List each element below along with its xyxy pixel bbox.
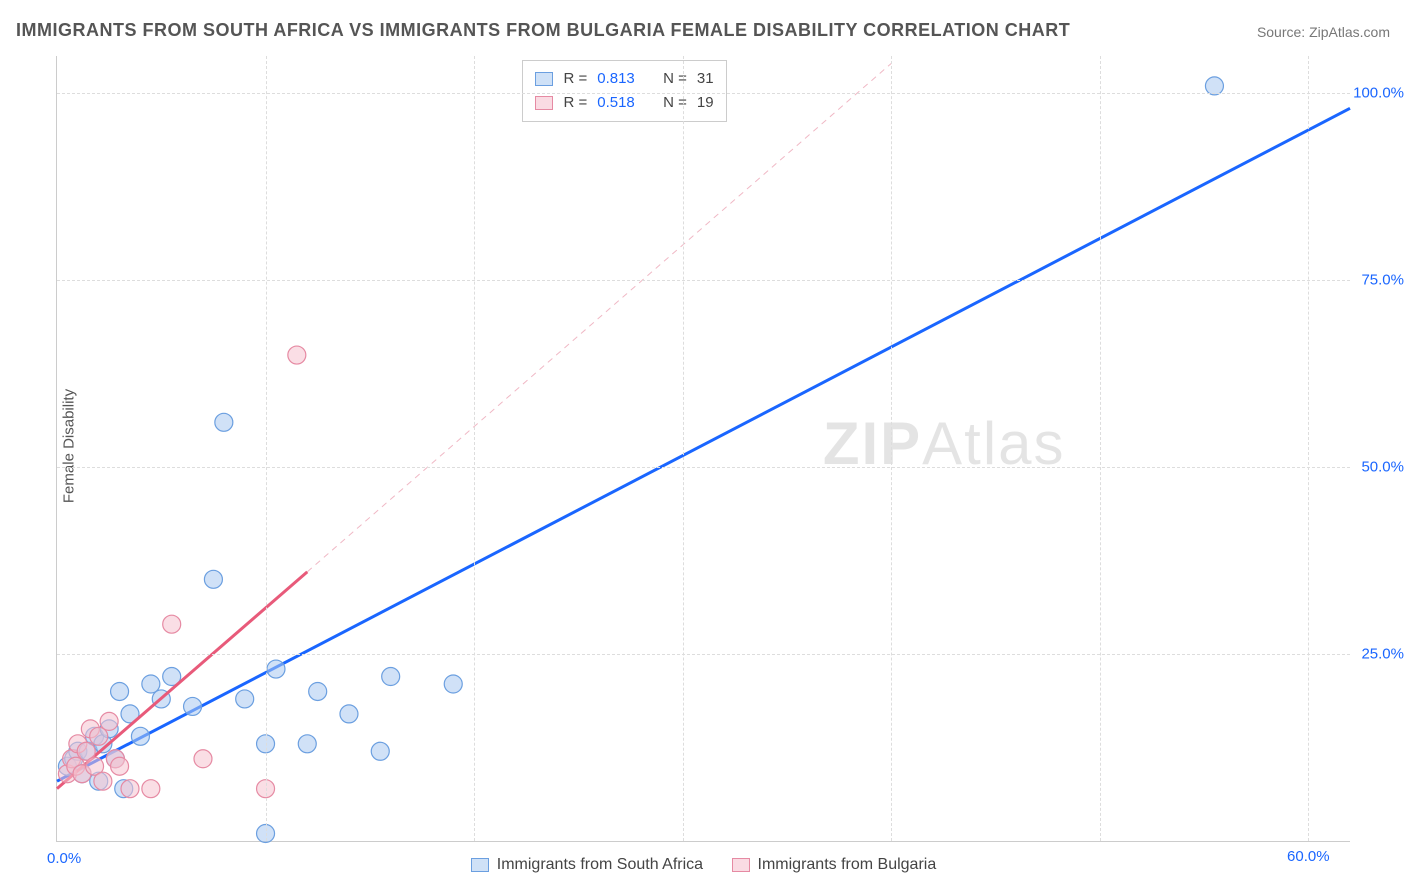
chart-title: IMMIGRANTS FROM SOUTH AFRICA VS IMMIGRAN… [16,20,1070,41]
r-label: R = [563,91,587,115]
plot-area: ZIPAtlas R = 0.813 N = 31 R = 0.518 N = … [56,56,1350,842]
legend-stats-row-0: R = 0.813 N = 31 [535,67,713,91]
legend-bottom-swatch-1 [732,858,750,872]
legend-stats-row-1: R = 0.518 N = 19 [535,91,713,115]
legend-swatch-1 [535,96,553,110]
legend-swatch-0 [535,72,553,86]
n-value-1: 19 [697,91,714,115]
legend-series: Immigrants from South Africa Immigrants … [57,856,1350,877]
legend-stats: R = 0.813 N = 31 R = 0.518 N = 19 [522,60,726,122]
ytick-label: 25.0% [1361,646,1404,663]
legend-bottom-swatch-0 [471,858,489,872]
legend-item-1: Immigrants from Bulgaria [732,856,937,874]
ytick-label: 100.0% [1353,85,1404,102]
r-value-1: 0.518 [597,91,635,115]
legend-item-label-1: Immigrants from Bulgaria [758,856,937,874]
r-label: R = [563,67,587,91]
source-label: Source: ZipAtlas.com [1257,24,1390,40]
legend-item-0: Immigrants from South Africa [471,856,703,874]
n-value-0: 31 [697,67,714,91]
r-value-0: 0.813 [597,67,635,91]
xtick-label: 60.0% [1287,848,1330,865]
ytick-label: 50.0% [1361,459,1404,476]
ytick-label: 75.0% [1361,272,1404,289]
chart-svg [57,56,1350,841]
legend-item-label-0: Immigrants from South Africa [497,856,703,874]
